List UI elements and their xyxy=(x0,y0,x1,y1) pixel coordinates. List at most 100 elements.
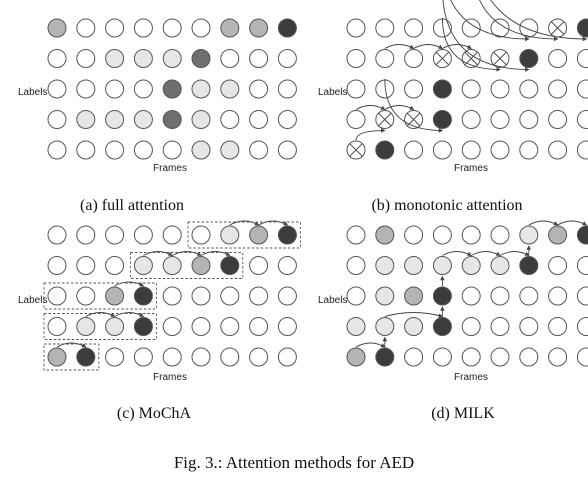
attention-cell xyxy=(47,110,67,129)
attention-cell xyxy=(133,18,153,38)
attention-cell xyxy=(404,347,424,367)
transition-arrow xyxy=(114,312,145,317)
attention-cell xyxy=(133,347,153,367)
attention-cell xyxy=(76,18,96,38)
chunk-box xyxy=(43,313,157,340)
attention-cell xyxy=(404,140,424,160)
attention-cell xyxy=(191,317,211,336)
attention-cell xyxy=(76,286,96,306)
attention-cell xyxy=(375,286,395,306)
attention-cell xyxy=(490,256,510,275)
attention-cell xyxy=(576,317,588,336)
attention-cell xyxy=(249,110,269,129)
attention-cell xyxy=(490,110,510,129)
attention-cell xyxy=(346,18,366,38)
attention-cell xyxy=(105,110,125,129)
transition-arrow xyxy=(442,44,472,49)
attention-cell xyxy=(346,256,366,275)
attention-cell xyxy=(375,347,395,367)
attention-cell xyxy=(191,110,211,129)
attention-cell xyxy=(277,286,297,306)
attention-cell xyxy=(277,140,297,160)
labels-axis-label: Labels xyxy=(18,295,47,306)
attention-cell xyxy=(519,347,539,367)
attention-cell xyxy=(461,286,481,306)
attention-cell xyxy=(220,18,240,38)
skip-mark xyxy=(435,51,450,66)
attention-cell xyxy=(162,140,182,160)
transition-arrow xyxy=(479,0,559,42)
attention-cell xyxy=(191,49,211,68)
attention-cell xyxy=(162,286,182,306)
attention-cell xyxy=(375,18,395,38)
panel-caption: (a) full attention xyxy=(80,197,184,214)
attention-cell xyxy=(105,18,125,38)
cell-grid xyxy=(346,18,588,160)
attention-cell xyxy=(133,79,153,99)
transition-arrow xyxy=(413,44,444,49)
attention-cell xyxy=(191,140,211,160)
attention-cell xyxy=(346,49,366,68)
attention-cell xyxy=(519,225,539,245)
panel-milk: Labels Frames (d) MILK xyxy=(318,220,588,422)
attention-cell xyxy=(105,140,125,160)
attention-cell xyxy=(249,317,269,336)
transition-arrow xyxy=(384,105,415,110)
attention-cell xyxy=(346,110,366,129)
transition-arrow xyxy=(143,251,173,256)
panel-mocha: Labels Frames (c) MoChA xyxy=(18,220,301,422)
attention-cell xyxy=(432,225,452,245)
cell-grid xyxy=(346,225,588,367)
attention-cell xyxy=(519,110,539,129)
attention-cell xyxy=(277,49,297,68)
attention-cell xyxy=(404,79,424,99)
transition-arrow xyxy=(56,342,87,348)
attention-cell xyxy=(249,49,269,68)
transition-arrow xyxy=(557,220,588,226)
attention-cell xyxy=(249,140,269,160)
attention-cell xyxy=(249,286,269,306)
transition-arrow xyxy=(384,44,415,49)
attention-cell xyxy=(249,256,269,275)
attention-cell xyxy=(404,49,424,68)
attention-cell xyxy=(133,286,153,306)
attention-cell xyxy=(162,256,182,275)
attention-cell xyxy=(277,225,297,245)
attention-cell xyxy=(346,286,366,306)
attention-cell xyxy=(220,225,240,245)
attention-cell xyxy=(76,49,96,68)
labels-axis-label: Labels xyxy=(18,87,47,98)
attention-cell xyxy=(249,18,269,38)
transition-arrow xyxy=(85,312,116,317)
transition-arrow xyxy=(499,251,530,256)
attention-cell xyxy=(576,286,588,306)
transition-arrow xyxy=(441,17,501,72)
attention-cell xyxy=(249,225,269,245)
attention-cell xyxy=(277,256,297,275)
attention-cell xyxy=(133,225,153,245)
attention-cell xyxy=(548,225,568,245)
attention-cell xyxy=(220,110,240,129)
attention-cell xyxy=(76,140,96,160)
attention-cell xyxy=(76,110,96,129)
attention-cell xyxy=(490,347,510,367)
attention-cell xyxy=(220,140,240,160)
transition-arrow xyxy=(355,342,386,348)
attention-cell xyxy=(47,49,67,68)
figure-caption: Fig. 3.: Attention methods for AED xyxy=(174,453,414,472)
attention-cell xyxy=(220,256,240,275)
skip-mark xyxy=(493,51,507,66)
attention-cell xyxy=(191,225,211,245)
attention-cell xyxy=(375,225,395,245)
attention-cell xyxy=(404,256,424,275)
attention-cell xyxy=(548,110,568,129)
attention-cell xyxy=(346,79,366,99)
attention-cell xyxy=(191,79,211,99)
attention-cell xyxy=(432,140,452,160)
attention-cell xyxy=(162,49,182,68)
attention-cell xyxy=(346,347,366,367)
attention-cell xyxy=(576,256,588,275)
attention-cell xyxy=(490,225,510,245)
attention-cell xyxy=(461,110,481,129)
attention-cell xyxy=(519,79,539,99)
